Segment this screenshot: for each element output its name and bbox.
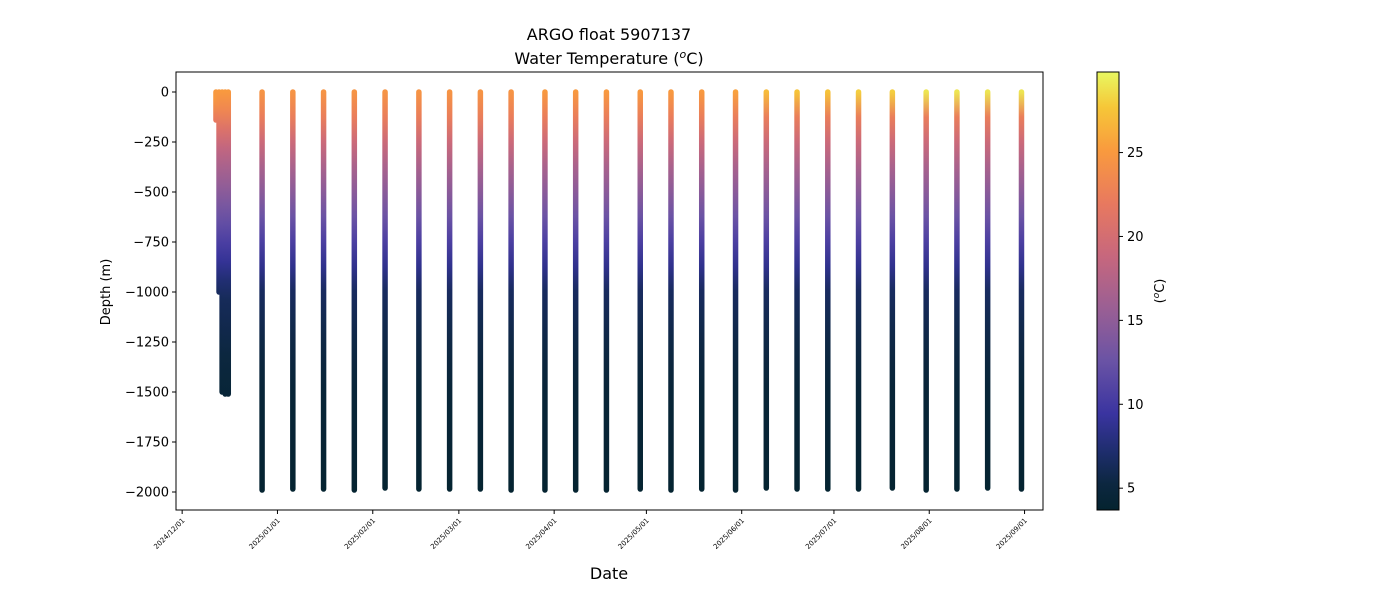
x-tick-label: 2025/04/01 xyxy=(524,517,558,551)
x-tick-label: 2024/12/01 xyxy=(152,517,186,551)
colorbar-label-prefix: ( xyxy=(1153,298,1168,303)
y-tick-label: −500 xyxy=(133,186,169,201)
profiles-layer xyxy=(213,89,1025,493)
y-tick-label: −750 xyxy=(133,236,169,251)
colorbar-tick-label: 15 xyxy=(1127,314,1144,329)
y-tick-label: −250 xyxy=(133,136,169,151)
colorbar xyxy=(1096,71,1120,511)
y-tick-label: −1250 xyxy=(125,336,169,351)
x-axis-ticks: 2024/12/01 2025/01/01 2025/02/01 2025/03/01… xyxy=(152,510,1029,551)
chart-subtitle-suffix: C) xyxy=(686,49,703,68)
y-tick-label: −1750 xyxy=(125,436,169,451)
x-tick-label: 2025/06/01 xyxy=(712,517,746,551)
plot-frame xyxy=(175,71,1044,511)
chart-subtitle-sup: o xyxy=(679,48,686,61)
y-tick-label: −2000 xyxy=(125,486,169,501)
colorbar-tick-label: 5 xyxy=(1127,482,1135,497)
x-axis-label: Date xyxy=(590,564,628,583)
colorbar-tick-label: 25 xyxy=(1127,146,1144,161)
x-tick-label: 2025/08/01 xyxy=(899,517,933,551)
chart-title: ARGO float 5907137 xyxy=(527,25,691,44)
x-tick-label: 2025/03/01 xyxy=(429,517,463,551)
x-tick-label: 2025/02/01 xyxy=(343,517,377,551)
colorbar-tick-label: 10 xyxy=(1127,398,1144,413)
colorbar-label-sup: o xyxy=(1152,292,1162,298)
y-tick-label: −1500 xyxy=(125,386,169,401)
colorbar-ticks: 5 10 15 20 25 xyxy=(1119,146,1144,497)
colorbar-label: (oC) xyxy=(1152,279,1168,304)
x-tick-label: 2025/09/01 xyxy=(995,517,1029,551)
x-tick-label: 2025/05/01 xyxy=(617,517,651,551)
y-axis-label: Depth (m) xyxy=(99,259,114,326)
x-tick-label: 2025/01/01 xyxy=(248,517,282,551)
y-tick-label: −1000 xyxy=(125,286,169,301)
chart-subtitle-prefix: Water Temperature ( xyxy=(514,49,679,68)
y-tick-label: 0 xyxy=(161,86,169,101)
colorbar-tick-label: 20 xyxy=(1127,230,1144,245)
x-tick-label: 2025/07/01 xyxy=(804,517,838,551)
y-axis-ticks: 0 −250 −500 −750 −1000 −1250 −1500 −1750 −2000 xyxy=(125,86,176,501)
colorbar-label-suffix: C) xyxy=(1153,279,1168,293)
chart-subtitle: Water Temperature (oC) xyxy=(514,48,703,68)
